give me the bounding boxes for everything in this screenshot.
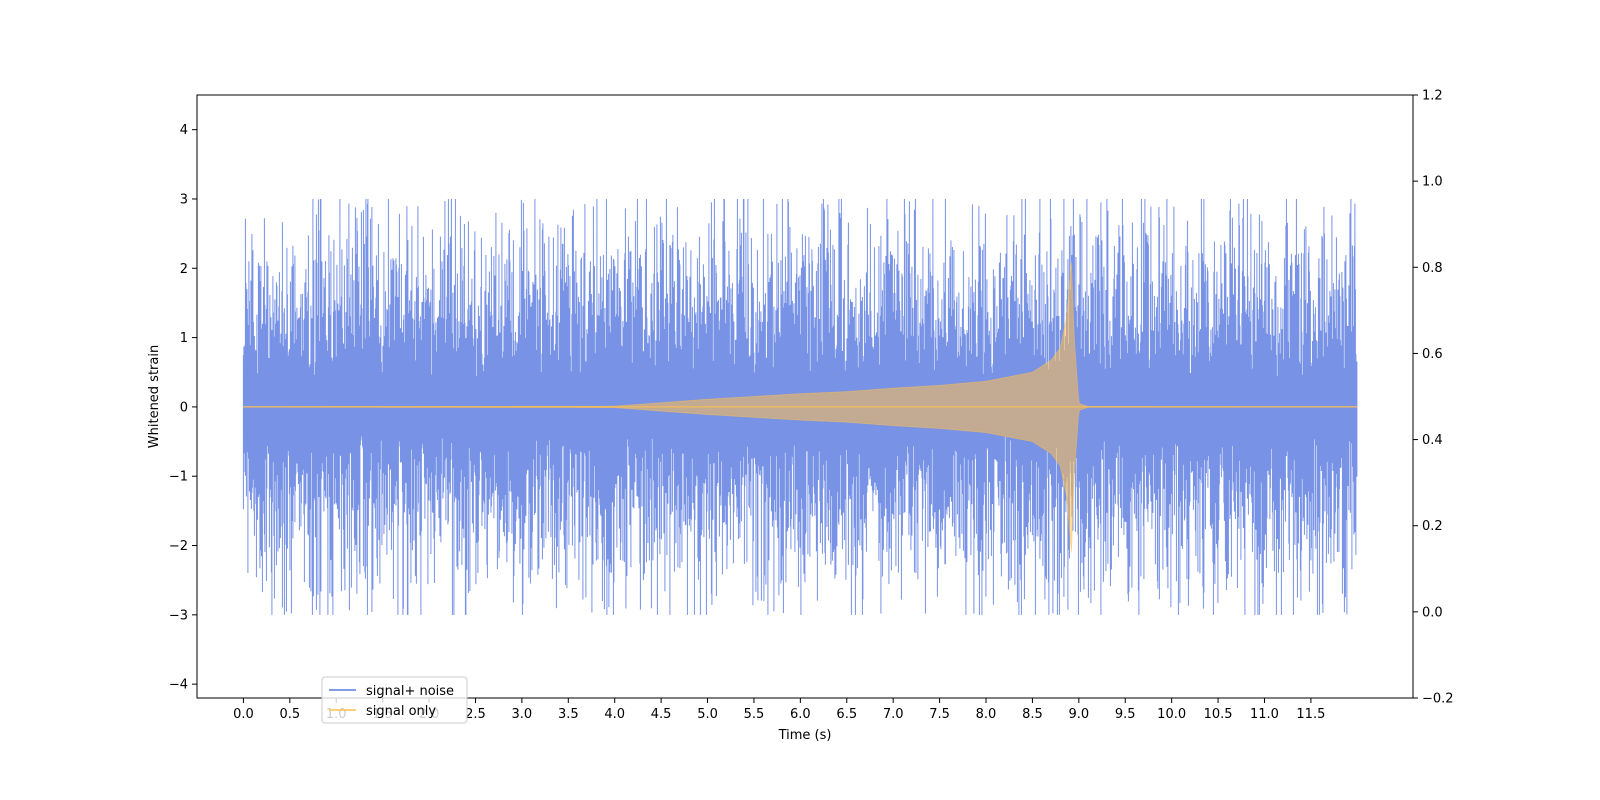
- y2-tick-label: 1.0: [1422, 175, 1443, 190]
- legend-box: [321, 676, 468, 724]
- x-tick-label: 7.0: [883, 707, 904, 722]
- y-axis-left: −4 −3 −2 −1 0 1 2 3 4: [169, 123, 197, 693]
- x-tick-label: 3.5: [558, 707, 579, 722]
- signal-series: [243, 261, 1358, 553]
- x-tick-label: 9.5: [1115, 707, 1136, 722]
- x-tick-label: 8.5: [1022, 707, 1043, 722]
- y-tick-label: 0: [180, 400, 188, 415]
- y2-tick-label: 0.2: [1422, 519, 1443, 534]
- y-tick-label: −4: [169, 678, 188, 693]
- x-tick-label: 6.5: [836, 707, 857, 722]
- y-axis-right: −0.2 0.0 0.2 0.4 0.6 0.8 1.0 1.2: [1413, 89, 1454, 707]
- x-tick-label: 4.5: [651, 707, 672, 722]
- x-axis-label: Time (s): [778, 728, 832, 743]
- x-tick-label: 5.0: [697, 707, 718, 722]
- x-tick-label: 9.0: [1068, 707, 1089, 722]
- y2-tick-label: 0.4: [1422, 433, 1443, 448]
- plot-frame: [196, 94, 1414, 699]
- x-tick-label: 11.5: [1296, 707, 1325, 722]
- y-tick-label: 3: [180, 192, 188, 207]
- y-tick-label: 1: [180, 331, 188, 346]
- x-tick-label: 0.5: [279, 707, 300, 722]
- legend: signal+ noise signal only: [321, 676, 468, 724]
- x-tick-label: 8.0: [976, 707, 997, 722]
- y2-tick-label: 0.8: [1422, 261, 1443, 276]
- legend-label-signal-only: signal only: [366, 704, 436, 719]
- x-tick-label: 10.0: [1157, 707, 1186, 722]
- y-tick-label: 4: [180, 123, 188, 138]
- legend-label-signal-noise: signal+ noise: [366, 684, 454, 699]
- y2-tick-label: 0.0: [1422, 605, 1443, 620]
- y-tick-label: −2: [169, 539, 188, 554]
- y-axis-label: Whitened strain: [147, 345, 162, 448]
- x-tick-label: 2.5: [465, 707, 486, 722]
- y2-tick-label: −0.2: [1422, 692, 1454, 707]
- y-tick-label: −1: [169, 470, 188, 485]
- x-tick-label: 6.0: [790, 707, 811, 722]
- y2-tick-label: 1.2: [1422, 89, 1443, 104]
- x-tick-label: 11.0: [1250, 707, 1279, 722]
- x-tick-label: 3.0: [512, 707, 533, 722]
- x-tick-label: 4.0: [604, 707, 625, 722]
- y-tick-label: 2: [180, 262, 188, 277]
- y2-tick-label: 0.6: [1422, 347, 1443, 362]
- x-tick-label: 5.5: [744, 707, 765, 722]
- x-tick-label: 0.0: [233, 707, 254, 722]
- x-tick-label: 7.5: [929, 707, 950, 722]
- y-tick-label: −3: [169, 608, 188, 623]
- x-tick-label: 10.5: [1204, 707, 1233, 722]
